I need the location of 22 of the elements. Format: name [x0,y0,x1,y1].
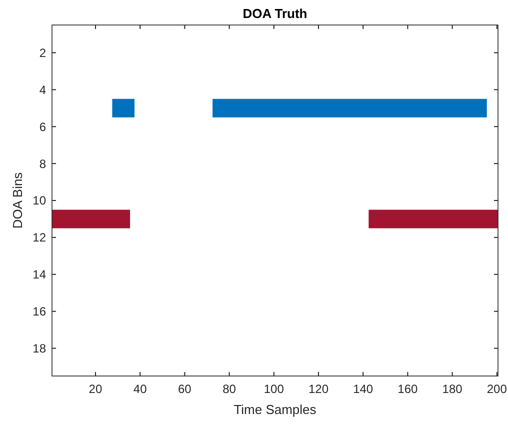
x-axis-title: Time Samples [234,402,317,417]
x-tick-label: 60 [178,382,192,396]
y-tick-label: 18 [32,341,46,356]
y-tick-label: 16 [32,304,46,319]
y-tick-label: 10 [32,194,46,208]
y-tick-label: 14 [32,268,46,282]
x-tick-label: 200 [486,382,508,396]
y-tick-label: 2 [39,46,46,60]
y-axis-title: DOA Bins [10,172,25,229]
x-tick-label: 180 [442,382,463,396]
x-tick-label: 40 [133,382,148,396]
y-tick-label: 12 [32,230,46,245]
y-tick-label: 6 [39,120,46,134]
x-tick-label: 160 [398,382,418,396]
x-tick-label: 100 [264,382,284,396]
y-tick-label: 8 [39,156,46,171]
x-tick-label: 120 [308,382,329,396]
chart-title: DOA Truth [242,6,308,21]
x-tick-label: 80 [222,382,236,396]
y-tick-label: 4 [39,82,46,97]
x-tick-label: 20 [88,382,102,396]
x-tick-label: 140 [353,382,374,396]
